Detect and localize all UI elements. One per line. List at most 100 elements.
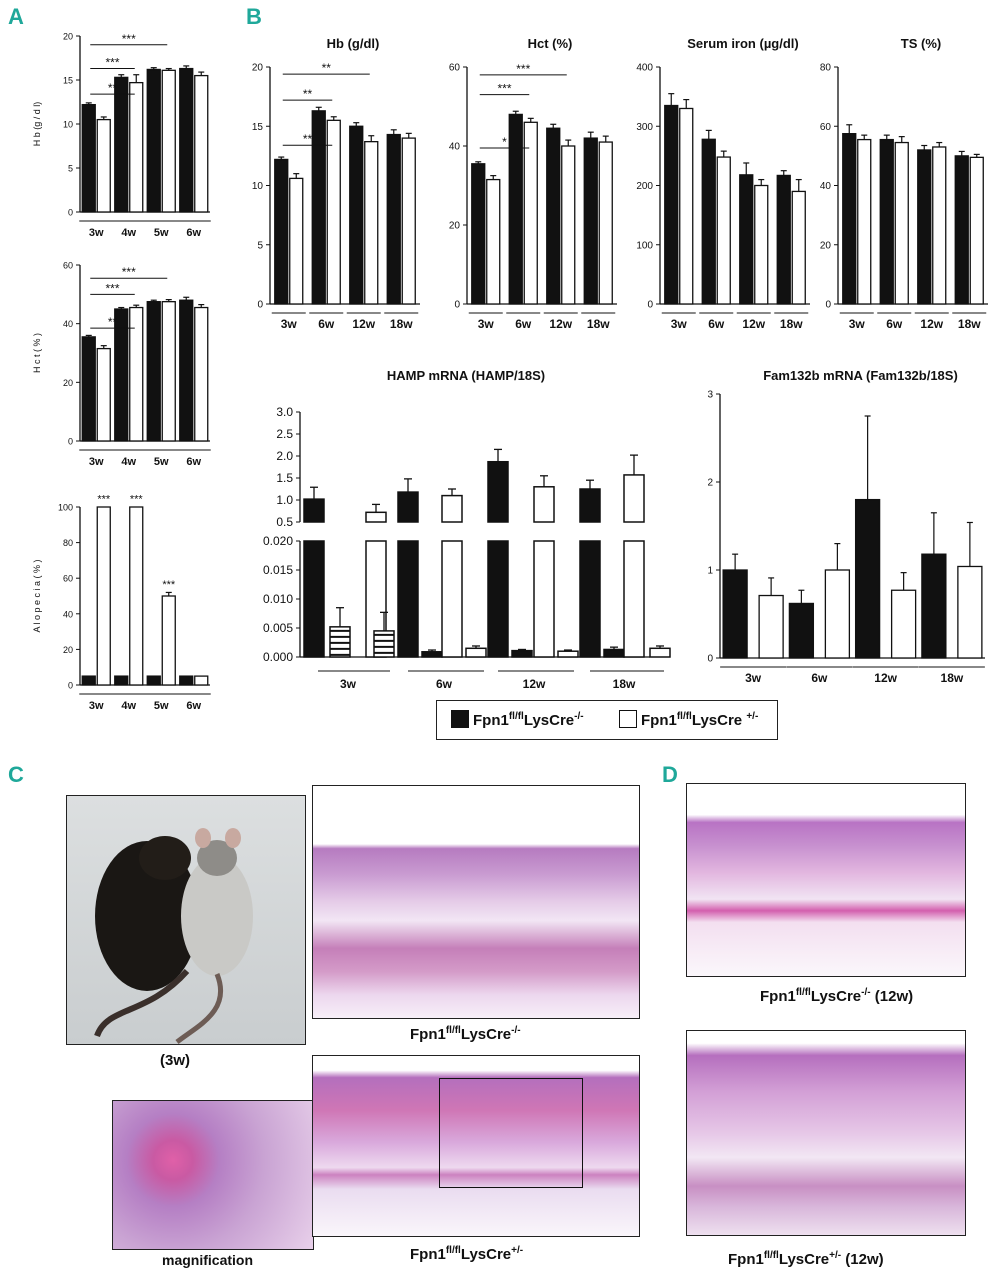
bar-a2 bbox=[96, 347, 111, 442]
x-tick-label-a1: 4w bbox=[121, 227, 136, 239]
x-tick-label-b4: 3w bbox=[849, 317, 866, 331]
histology-d-fl-minus bbox=[686, 783, 966, 977]
bar-b5 bbox=[487, 460, 509, 523]
x-tick-label-b1: 3w bbox=[281, 317, 298, 331]
bar-b5 bbox=[533, 540, 555, 658]
c-minus-sup2: -/- bbox=[511, 1025, 521, 1036]
significance-label-a2: ** bbox=[108, 315, 118, 329]
histology-fl-minus bbox=[312, 785, 640, 1019]
x-tick-label-b5: 12w bbox=[523, 677, 546, 691]
y-tick-label-b5: 3.0 bbox=[276, 405, 293, 419]
bar-b3 bbox=[679, 107, 694, 305]
legend-swatch-white bbox=[619, 710, 637, 728]
significance-label-b2: *** bbox=[516, 62, 530, 76]
bar-a3 bbox=[179, 675, 194, 686]
x-tick-label-a3: 6w bbox=[186, 700, 201, 712]
x-tick-label-b6: 18w bbox=[941, 671, 964, 685]
c-minus-mid: LysCre bbox=[460, 1026, 512, 1043]
bar-b5 bbox=[365, 511, 387, 523]
x-tick-label-b3: 6w bbox=[708, 317, 725, 331]
y-tick-label-b6: 3 bbox=[707, 390, 713, 401]
y-tick-label-b2: 40 bbox=[449, 142, 461, 153]
y-tick-label-a3: 80 bbox=[63, 538, 73, 548]
bar-b3 bbox=[664, 104, 679, 305]
significance-label-b1: ** bbox=[303, 87, 313, 101]
bar-b1 bbox=[401, 137, 416, 305]
y-tick-label-a2: 60 bbox=[63, 261, 73, 271]
bar-a3 bbox=[129, 506, 144, 686]
mice-illustration bbox=[94, 828, 253, 1044]
bar-a1 bbox=[179, 67, 194, 213]
legend-minus-base: Fpn1 bbox=[473, 712, 509, 729]
x-tick-label-b2: 18w bbox=[587, 317, 610, 331]
x-tick-label-b5: 6w bbox=[436, 677, 453, 691]
caption-magnification: magnification bbox=[162, 1252, 254, 1268]
bar-b2 bbox=[546, 127, 561, 305]
y-tick-label-b5: 0.020 bbox=[263, 534, 293, 548]
bar-b5 bbox=[303, 498, 325, 523]
histology-magnification bbox=[112, 1100, 314, 1250]
bar-a2 bbox=[194, 306, 209, 442]
panel-letter-c: C bbox=[8, 762, 24, 787]
bar-b5 bbox=[533, 486, 555, 523]
significance-label-a1: *** bbox=[105, 56, 119, 70]
bar-b5 bbox=[579, 488, 601, 523]
significance-label-a1: *** bbox=[122, 32, 136, 46]
bar-b4 bbox=[917, 149, 932, 305]
d-minus-base: Fpn1 bbox=[760, 988, 796, 1005]
chart-title-b5: HAMP mRNA (HAMP/18S) bbox=[387, 368, 545, 383]
histology-d-fl-plus bbox=[686, 1030, 966, 1236]
chart-title-b4: TS (%) bbox=[901, 36, 941, 51]
bar-a2 bbox=[129, 306, 144, 442]
bar-b5 bbox=[603, 648, 625, 658]
y-tick-label-a3: 100 bbox=[58, 503, 73, 513]
y-tick-label-b3: 100 bbox=[636, 240, 653, 251]
bar-b2 bbox=[486, 178, 501, 305]
x-tick-label-a3: 4w bbox=[121, 700, 136, 712]
bar-b4 bbox=[857, 138, 872, 305]
x-tick-label-b5: 18w bbox=[613, 677, 636, 691]
bar-b2 bbox=[508, 113, 523, 305]
caption-fl-minus: Fpn1fl/flLysCre-/- bbox=[410, 1025, 521, 1043]
bar-a1 bbox=[146, 68, 161, 213]
y-tick-label-b5: 0.005 bbox=[263, 621, 293, 635]
bar-b6 bbox=[758, 594, 784, 659]
y-tick-label-b5: 0.015 bbox=[263, 563, 293, 577]
y-tick-label-b1: 0 bbox=[257, 300, 263, 311]
bar-b6 bbox=[722, 569, 748, 659]
x-tick-label-a2: 5w bbox=[154, 456, 169, 468]
x-tick-label-b3: 18w bbox=[780, 317, 803, 331]
bar-a2 bbox=[161, 301, 176, 442]
bar-b5 bbox=[623, 540, 645, 658]
significance-label-b1: ** bbox=[303, 132, 313, 146]
bar-b5 bbox=[557, 650, 579, 658]
bar-b6 bbox=[824, 569, 851, 659]
bar-b3 bbox=[716, 156, 731, 305]
bar-b1 bbox=[364, 141, 379, 305]
y-tick-label-b6: 2 bbox=[707, 478, 713, 489]
bar-b5 bbox=[579, 540, 601, 658]
d-plus-base: Fpn1 bbox=[728, 1251, 764, 1268]
bar-a2 bbox=[81, 336, 96, 442]
chart-title-b6: Fam132b mRNA (Fam132b/18S) bbox=[763, 368, 958, 383]
y-tick-label-b4: 20 bbox=[820, 240, 832, 251]
bar-b4 bbox=[969, 156, 984, 305]
y-axis-label-a1: H b (g / d l) bbox=[32, 102, 42, 147]
x-tick-label-a3: 3w bbox=[89, 700, 104, 712]
y-tick-label-b1: 15 bbox=[252, 122, 264, 133]
bar-a2 bbox=[146, 301, 161, 442]
bar-b5 bbox=[649, 647, 671, 658]
bar-b6 bbox=[890, 589, 917, 659]
y-tick-label-a1: 0 bbox=[68, 208, 73, 218]
x-tick-label-a1: 3w bbox=[89, 227, 104, 239]
y-tick-label-b4: 60 bbox=[820, 122, 832, 133]
bar-b5 bbox=[441, 494, 463, 523]
y-axis-label-a3: A l o p e c i a ( % ) bbox=[32, 559, 42, 632]
y-tick-label-b2: 20 bbox=[449, 221, 461, 232]
bar-b3 bbox=[776, 174, 791, 305]
magnification-region-box bbox=[439, 1078, 583, 1188]
y-tick-label-a1: 20 bbox=[63, 32, 73, 42]
c-minus-base: Fpn1 bbox=[410, 1026, 446, 1043]
y-tick-label-b4: 0 bbox=[825, 300, 831, 311]
bar-b5 bbox=[465, 647, 487, 658]
